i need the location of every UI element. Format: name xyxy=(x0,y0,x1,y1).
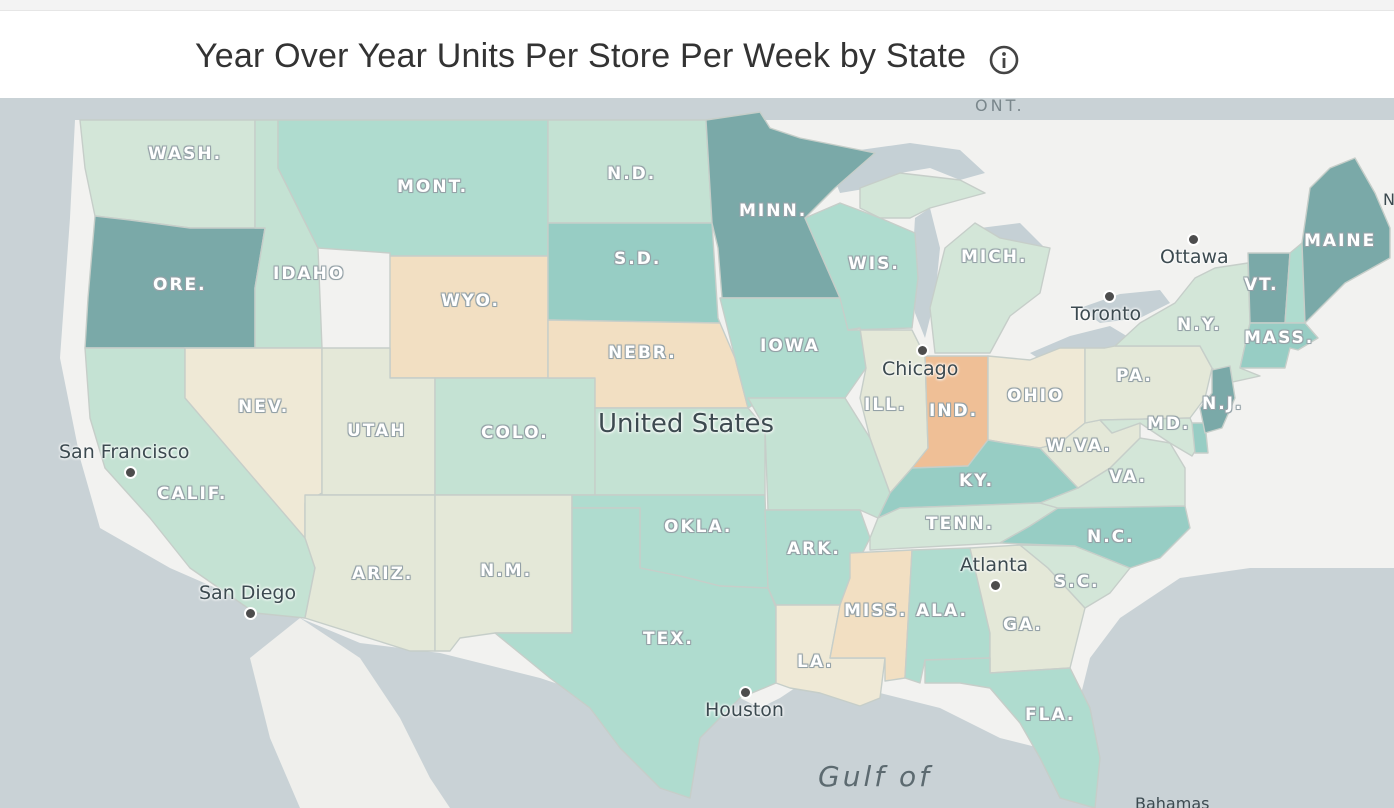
state-WY[interactable] xyxy=(389,255,549,379)
state-label-NE: NEBR. xyxy=(608,343,677,363)
state-label-LA: LA. xyxy=(797,652,834,672)
province-label: ONT. xyxy=(975,98,1025,115)
city-marker-ottawa xyxy=(1187,233,1200,246)
country-label: United States xyxy=(598,409,775,439)
state-WI[interactable] xyxy=(804,202,919,331)
state-label-WY: WYO. xyxy=(441,291,500,311)
state-label-IL: ILL. xyxy=(864,395,907,415)
state-label-NM: N.M. xyxy=(480,561,533,581)
state-label-AZ: ARIZ. xyxy=(352,564,414,584)
choropleth-map[interactable]: WASH. ORE. CALIF. IDAHO NEV. MONT. WYO. … xyxy=(0,98,1394,808)
state-label-MD: MD. xyxy=(1147,414,1191,434)
city-label-san-diego: San Diego xyxy=(199,582,297,604)
chart-header: Year Over Year Units Per Store Per Week … xyxy=(0,11,1394,98)
city-label-ottawa: Ottawa xyxy=(1160,246,1229,268)
state-label-KY: KY. xyxy=(959,471,995,491)
state-label-MI: MICH. xyxy=(961,247,1028,267)
state-SD[interactable] xyxy=(547,222,721,324)
state-MD[interactable] xyxy=(1099,417,1201,457)
state-label-CA: CALIF. xyxy=(157,484,228,504)
state-label-MT: MONT. xyxy=(397,177,469,197)
info-circle-icon[interactable] xyxy=(988,44,1020,76)
state-label-OH: OHIO xyxy=(1007,386,1065,406)
state-label-WA: WASH. xyxy=(148,144,223,164)
bottom-cut-label: Bahamas xyxy=(1135,794,1210,808)
state-MA[interactable] xyxy=(1239,322,1319,369)
state-label-TX: TEX. xyxy=(643,629,694,649)
city-label-chicago: Chicago xyxy=(882,358,959,380)
state-label-UT: UTAH xyxy=(347,421,407,441)
state-label-NY: N.Y. xyxy=(1177,315,1222,335)
state-label-VT: VT. xyxy=(1244,275,1279,295)
state-label-SD: S.D. xyxy=(614,249,662,269)
city-marker-atlanta xyxy=(989,579,1002,592)
state-label-ND: N.D. xyxy=(607,164,657,184)
state-label-IA: IOWA xyxy=(760,336,820,356)
state-KS[interactable] xyxy=(594,407,766,496)
state-label-MN: MINN. xyxy=(739,201,808,221)
state-label-PA: PA. xyxy=(1116,366,1153,386)
state-label-WI: WIS. xyxy=(848,254,900,274)
state-TX[interactable] xyxy=(494,507,777,799)
state-PA[interactable] xyxy=(1084,345,1213,424)
chart-title: Year Over Year Units Per Store Per Week … xyxy=(195,37,967,75)
state-label-MA: MASS. xyxy=(1244,328,1315,348)
state-label-WV: W.VA. xyxy=(1046,436,1112,456)
state-label-ID: IDAHO xyxy=(273,264,346,284)
state-label-TN: TENN. xyxy=(926,514,995,534)
state-label-NC: N.C. xyxy=(1087,527,1135,547)
state-label-MS: MISS. xyxy=(844,601,908,621)
top-strip xyxy=(0,0,1394,11)
state-label-SC: S.C. xyxy=(1054,572,1100,592)
state-MI[interactable] xyxy=(859,172,1051,354)
city-marker-toronto xyxy=(1103,290,1116,303)
city-marker-san-diego xyxy=(244,607,257,620)
city-marker-houston xyxy=(739,686,752,699)
city-label-toronto: Toronto xyxy=(1071,303,1142,325)
state-label-NV: NEV. xyxy=(238,397,290,417)
city-label-san-francisco: San Francisco xyxy=(59,441,190,463)
state-label-FL: FLA. xyxy=(1025,705,1076,725)
state-NJ[interactable] xyxy=(1199,365,1236,434)
state-label-GA: GA. xyxy=(1003,615,1043,635)
state-label-AR: ARK. xyxy=(787,539,841,559)
state-label-CO: COLO. xyxy=(481,423,549,443)
state-label-AL: ALA. xyxy=(916,601,968,621)
state-label-OR: ORE. xyxy=(153,275,207,295)
state-ME[interactable] xyxy=(1301,157,1391,324)
state-label-ME: MAINE xyxy=(1304,231,1377,251)
city-label-atlanta: Atlanta xyxy=(960,554,1029,576)
state-label-VA: VA. xyxy=(1109,467,1147,487)
edge-label: N xyxy=(1383,190,1394,209)
state-MN[interactable] xyxy=(705,111,876,299)
city-label-houston: Houston xyxy=(705,699,784,721)
city-marker-san-francisco xyxy=(124,466,137,479)
state-label-OK: OKLA. xyxy=(664,517,733,537)
city-marker-chicago xyxy=(916,344,929,357)
state-label-NJ: N.J. xyxy=(1202,394,1244,414)
map-canvas xyxy=(60,111,1394,808)
state-label-IN: IND. xyxy=(929,401,979,421)
water-label: Gulf of xyxy=(818,760,932,793)
state-WA[interactable] xyxy=(79,119,256,229)
state-FL[interactable] xyxy=(924,657,1101,808)
